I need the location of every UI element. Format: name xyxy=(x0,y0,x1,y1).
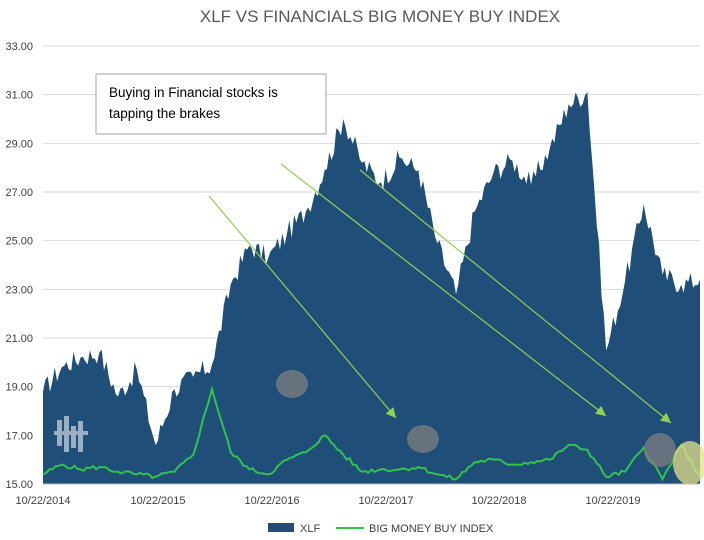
x-tick-label-0: 10/22/2014 xyxy=(15,495,70,507)
logo-crossbar xyxy=(54,431,88,435)
x-tick-label-3: 10/22/2017 xyxy=(358,495,413,507)
watermark-logo xyxy=(54,416,88,452)
annotation-line-1: Buying in Financial stocks is xyxy=(109,85,278,100)
y-tick-label-9: 33.00 xyxy=(5,41,33,53)
legend-label-bmbi: BIG MONEY BUY INDEX xyxy=(369,523,494,535)
trend-arrow-1 xyxy=(280,163,607,417)
xlf-area xyxy=(43,92,700,484)
y-tick-label-6: 27.00 xyxy=(5,187,33,199)
x-tick-label-1: 10/22/2015 xyxy=(130,495,185,507)
trend-arrow-2 xyxy=(359,169,672,424)
y-tick-label-4: 23.00 xyxy=(5,284,33,296)
trend-arrow-0 xyxy=(208,195,397,419)
trend-arrows xyxy=(208,163,672,424)
y-tick-label-5: 25.00 xyxy=(5,236,33,248)
x-tick-label-2: 10/22/2016 xyxy=(244,495,299,507)
annotation-line-2: tapping the brakes xyxy=(109,106,220,121)
y-axis: 15.00 17.00 19.00 21.00 23.00 25.00 27.00 29.00… xyxy=(5,41,33,491)
y-tick-label-1: 17.00 xyxy=(5,430,33,442)
logo-bar-3 xyxy=(71,426,76,448)
annotation-box: Buying in Financial stocks is tapping th… xyxy=(95,73,327,135)
highlight-circle-3 xyxy=(673,441,704,485)
x-tick-label-4: 10/22/2018 xyxy=(471,495,526,507)
trend-arrow-shaft-0 xyxy=(208,195,397,419)
trend-arrow-shaft-2 xyxy=(359,169,672,424)
y-tick-label-3: 21.00 xyxy=(5,333,33,345)
highlight-circle-0 xyxy=(276,370,308,398)
annotation-rect xyxy=(95,73,327,135)
trend-arrow-head-1 xyxy=(595,405,606,416)
trend-arrow-head-0 xyxy=(385,407,396,418)
legend: XLF BIG MONEY BUY INDEX xyxy=(268,523,494,535)
chart-title: XLF VS FINANCIALS BIG MONEY BUY INDEX xyxy=(200,7,560,26)
trend-arrow-shaft-1 xyxy=(280,163,607,417)
x-tick-label-5: 10/22/2019 xyxy=(585,495,640,507)
y-tick-label-0: 15.00 xyxy=(5,479,33,491)
y-tick-label-8: 31.00 xyxy=(5,90,33,102)
y-tick-label-7: 29.00 xyxy=(5,138,33,150)
legend-swatch-xlf xyxy=(268,523,294,532)
logo-bar-4 xyxy=(78,421,83,452)
trend-arrow-head-2 xyxy=(660,412,671,423)
y-tick-label-2: 19.00 xyxy=(5,382,33,394)
highlight-circle-1 xyxy=(407,425,439,453)
highlight-circle-2 xyxy=(644,433,676,467)
highlight-circles xyxy=(276,370,704,485)
big-money-buy-index-line xyxy=(42,385,701,482)
legend-label-xlf: XLF xyxy=(300,523,320,535)
x-axis: 10/22/2014 10/22/2015 10/22/2016 10/22/2017… xyxy=(15,495,640,507)
